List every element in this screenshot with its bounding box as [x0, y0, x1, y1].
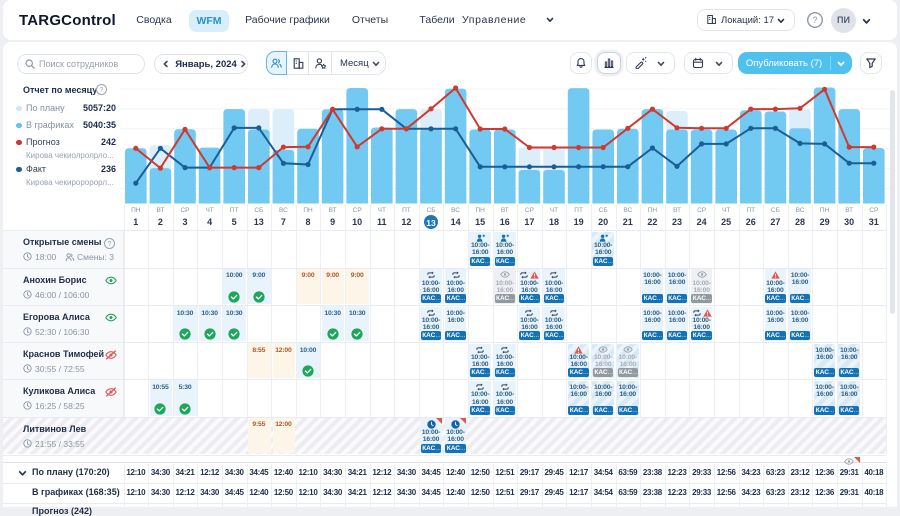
- svg-text:?: ?: [100, 87, 104, 94]
- svg-text:?: ?: [812, 15, 817, 25]
- svg-text:?: ?: [108, 241, 112, 248]
